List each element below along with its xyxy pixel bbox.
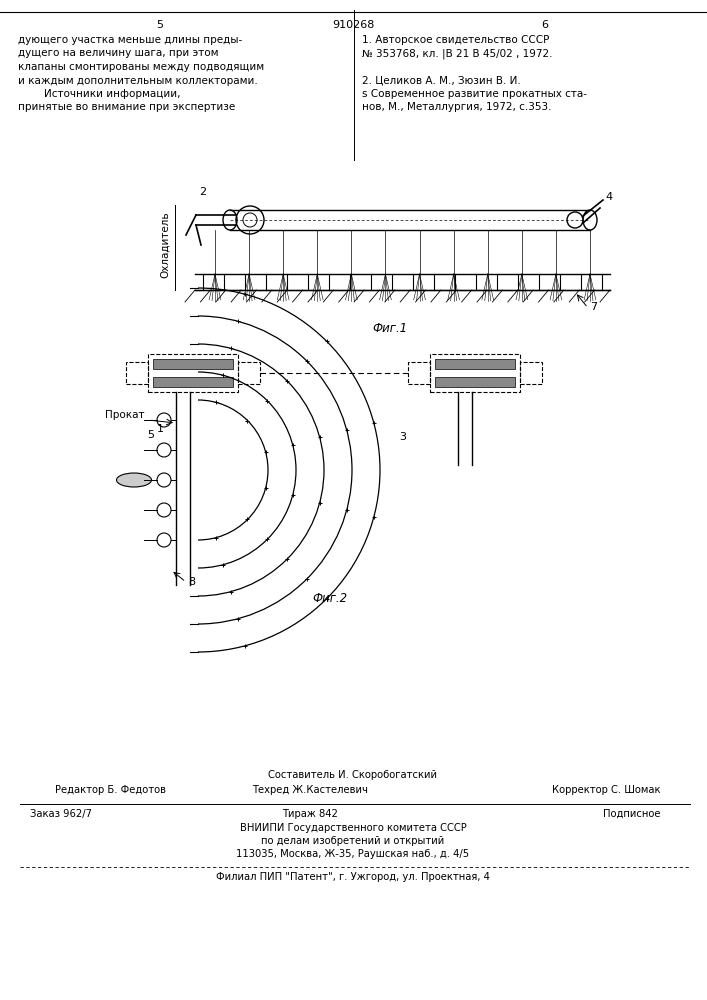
Text: 5: 5	[156, 20, 163, 30]
Text: № 353768, кл. |В 21 В 45/02 , 1972.: № 353768, кл. |В 21 В 45/02 , 1972.	[362, 48, 552, 59]
Text: 1: 1	[157, 424, 164, 434]
Text: 6: 6	[542, 20, 549, 30]
Text: Филиал ПИП "Патент", г. Ужгород, ул. Проектная, 4: Филиал ПИП "Патент", г. Ужгород, ул. Про…	[216, 872, 490, 882]
Text: по делам изобретений и открытий: по делам изобретений и открытий	[262, 836, 445, 846]
Text: дущего на величину шага, при этом: дущего на величину шага, при этом	[18, 48, 218, 58]
Text: Редактор Б. Федотов: Редактор Б. Федотов	[55, 785, 166, 795]
Text: 1. Авторское свидетельство СССР: 1. Авторское свидетельство СССР	[362, 35, 549, 45]
Bar	[408, 362, 430, 384]
Text: нов, М., Металлургия, 1972, с.353.: нов, М., Металлургия, 1972, с.353.	[362, 103, 551, 112]
Text: принятые во внимание при экспертизе: принятые во внимание при экспертизе	[18, 103, 235, 112]
Text: и каждым дополнительным коллекторами.: и каждым дополнительным коллекторами.	[18, 76, 258, 86]
Text: Техред Ж.Кастелевич: Техред Ж.Кастелевич	[252, 785, 368, 795]
Text: 3: 3	[399, 432, 406, 442]
Bar	[148, 354, 238, 392]
Text: 113035, Москва, Ж-35, Раушская наб., д. 4/5: 113035, Москва, Ж-35, Раушская наб., д. …	[236, 849, 469, 859]
Bar	[430, 354, 520, 392]
Text: клапаны смонтированы между подводящим: клапаны смонтированы между подводящим	[18, 62, 264, 72]
Text: 4: 4	[605, 192, 612, 202]
Bar	[520, 362, 542, 384]
Text: Фиг.2: Фиг.2	[312, 592, 348, 605]
Bar	[126, 362, 148, 384]
Bar	[435, 377, 515, 387]
Text: Прокат: Прокат	[105, 410, 144, 420]
Ellipse shape	[117, 473, 151, 487]
Bar	[238, 362, 260, 384]
Text: ВНИИПИ Государственного комитета СССР: ВНИИПИ Государственного комитета СССР	[240, 823, 467, 833]
Text: Фиг.1: Фиг.1	[373, 322, 407, 335]
Text: 8: 8	[188, 577, 195, 587]
Text: Составитель И. Скоробогатский: Составитель И. Скоробогатский	[269, 770, 438, 780]
Text: Источники информации,: Источники информации,	[18, 89, 180, 99]
Text: Охладитель: Охладитель	[160, 212, 170, 278]
Text: 2. Целиков А. М., Зюзин В. И.: 2. Целиков А. М., Зюзин В. И.	[362, 76, 521, 86]
Text: s Современное развитие прокатных ста-: s Современное развитие прокатных ста-	[362, 89, 587, 99]
Text: 5: 5	[147, 430, 154, 440]
Bar	[435, 359, 515, 369]
Text: Заказ 962/7: Заказ 962/7	[30, 809, 92, 819]
Text: 2: 2	[199, 187, 206, 197]
Bar	[153, 359, 233, 369]
Text: Корректор С. Шомак: Корректор С. Шомак	[551, 785, 660, 795]
Text: 7: 7	[590, 302, 597, 312]
Text: Подписное: Подписное	[602, 809, 660, 819]
Text: Тираж 842: Тираж 842	[282, 809, 338, 819]
Text: 910268: 910268	[332, 20, 374, 30]
Bar	[153, 377, 233, 387]
Text: дующего участка меньше длины преды-: дующего участка меньше длины преды-	[18, 35, 243, 45]
